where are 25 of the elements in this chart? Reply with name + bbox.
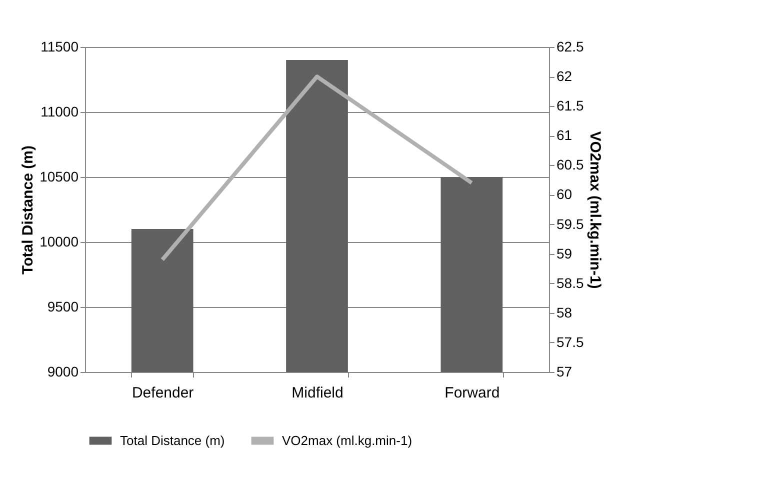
y2-axis-title: VO2max (ml.kg.min-1) xyxy=(586,131,604,289)
y2-tick-label: 57.5 xyxy=(556,334,584,350)
x-tick-label: Defender xyxy=(132,384,194,402)
y2-tick-label: 62.5 xyxy=(556,38,584,54)
y2-tick-label: 58.5 xyxy=(556,274,584,291)
y2-tick-label: 57 xyxy=(556,364,572,380)
y-tick-label: 9000 xyxy=(47,364,79,380)
y-axis-title: Total Distance (m) xyxy=(20,146,37,274)
y2-tick-label: 59 xyxy=(556,245,572,262)
legend-label: VO2max (ml.kg.min-1) xyxy=(282,432,412,448)
y2-tick-label: 59.5 xyxy=(556,216,584,232)
y2-tick-label: 61.5 xyxy=(556,98,584,114)
x-tick-label: Midfield xyxy=(292,384,344,402)
y-tick-label: 10500 xyxy=(40,168,79,184)
y-tick-label: 11000 xyxy=(40,104,79,120)
x-tick-label: Forward xyxy=(444,384,500,402)
y-tick-label: 10000 xyxy=(40,234,79,250)
y2-tick-label: 61 xyxy=(556,127,572,144)
y-tick-label: 11500 xyxy=(40,38,79,54)
y2-tick-label: 60.5 xyxy=(556,156,584,173)
y2-tick-label: 60 xyxy=(556,186,572,202)
y2-tick-label: 62 xyxy=(556,68,572,84)
legend-label: Total Distance (m) xyxy=(120,432,225,448)
y2-tick-label: 58 xyxy=(556,304,572,320)
y-tick-label: 9500 xyxy=(47,298,79,314)
